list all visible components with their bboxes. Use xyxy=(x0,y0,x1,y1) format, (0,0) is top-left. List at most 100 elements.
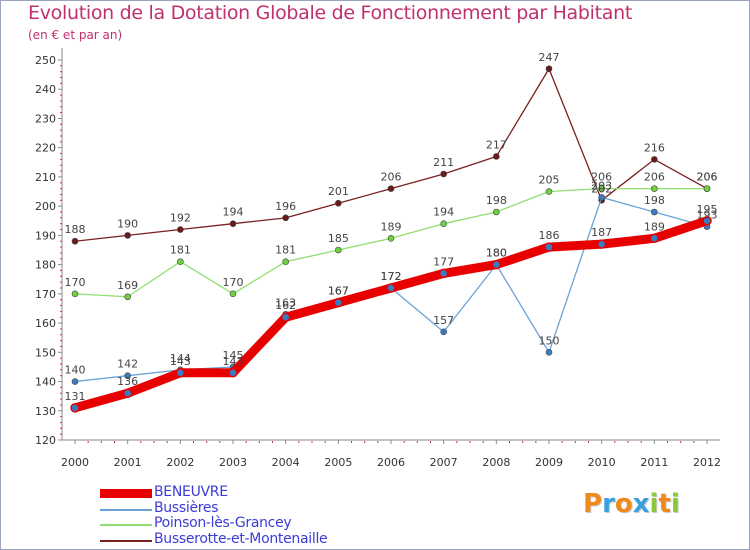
data-point xyxy=(333,297,344,308)
x-minor-tick xyxy=(574,441,576,443)
data-point xyxy=(229,290,237,298)
data-point xyxy=(71,290,79,298)
y-tick-label: 130 xyxy=(35,405,56,418)
x-minor-tick xyxy=(219,441,221,443)
data-point xyxy=(649,233,660,244)
data-label: 202 xyxy=(591,182,612,195)
y-tick-label: 240 xyxy=(35,83,56,96)
data-label: 157 xyxy=(433,314,454,327)
y-minor-tick xyxy=(60,77,62,79)
x-tick-label: 2012 xyxy=(693,456,721,469)
data-label: 206 xyxy=(591,171,612,184)
data-point xyxy=(440,170,447,178)
data-point xyxy=(229,220,237,227)
data-point xyxy=(493,153,500,160)
x-minor-tick xyxy=(588,441,589,443)
y-minor-tick xyxy=(60,416,62,418)
y-tick-label: 190 xyxy=(35,229,56,242)
data-label: 195 xyxy=(697,203,718,216)
x-tick-label: 2009 xyxy=(535,456,563,469)
data-point xyxy=(282,258,289,265)
x-minor-tick xyxy=(311,441,313,443)
y-tick-label: 200 xyxy=(35,200,56,213)
data-point xyxy=(544,242,554,252)
y-minor-tick xyxy=(60,199,62,201)
data-label: 143 xyxy=(223,355,244,368)
data-label: 198 xyxy=(486,194,507,207)
proxiti-logo: Proxiti xyxy=(583,489,680,519)
data-point xyxy=(122,388,133,398)
data-point xyxy=(598,194,605,201)
legend-swatch-busserotte xyxy=(100,539,152,542)
x-minor-tick xyxy=(364,441,366,443)
data-label: 189 xyxy=(381,220,402,233)
y-minor-tick xyxy=(60,299,62,301)
y-minor-tick xyxy=(60,94,62,96)
y-minor-tick xyxy=(60,106,62,108)
x-minor-tick xyxy=(535,441,537,443)
data-point xyxy=(596,239,607,249)
data-point xyxy=(598,185,605,192)
data-label: 190 xyxy=(117,217,138,230)
legend-swatch-beneuvre xyxy=(100,489,152,498)
y-minor-tick xyxy=(60,258,62,260)
data-label: 206 xyxy=(381,171,402,184)
y-minor-tick xyxy=(60,158,62,160)
x-tick-label: 2008 xyxy=(482,456,510,469)
legend-label-poinson: Poinson-lès-Grancey xyxy=(154,515,292,531)
x-tick-label: 2010 xyxy=(588,456,616,469)
x-minor-tick xyxy=(100,441,102,443)
y-minor-tick xyxy=(60,392,62,394)
x-minor-tick xyxy=(377,441,379,443)
data-label: 187 xyxy=(591,226,612,239)
data-label: 206 xyxy=(644,171,665,184)
x-minor-tick xyxy=(456,441,458,443)
y-minor-tick xyxy=(60,345,62,347)
y-minor-tick xyxy=(60,153,62,155)
data-label: 192 xyxy=(170,212,191,225)
y-minor-tick xyxy=(60,123,62,125)
chart-subtitle: (en € et par an) xyxy=(28,28,123,42)
x-minor-tick xyxy=(298,441,300,443)
data-point xyxy=(71,237,79,245)
data-point xyxy=(702,216,712,226)
data-label: 194 xyxy=(433,206,454,219)
data-label: 180 xyxy=(486,247,507,260)
data-point xyxy=(124,372,131,379)
x-minor-tick xyxy=(272,441,273,443)
x-minor-tick xyxy=(245,441,247,443)
data-point xyxy=(387,235,395,242)
y-minor-tick xyxy=(60,252,62,254)
logo-letter: r xyxy=(602,489,615,519)
x-minor-tick xyxy=(693,441,695,443)
data-label: 142 xyxy=(117,358,138,371)
data-label: 189 xyxy=(644,220,665,233)
y-minor-tick xyxy=(60,334,62,336)
x-minor-tick xyxy=(114,441,115,443)
x-minor-tick xyxy=(469,441,471,443)
data-point xyxy=(228,368,238,378)
data-label: 136 xyxy=(117,375,138,388)
y-minor-tick xyxy=(60,375,62,377)
data-point xyxy=(386,283,396,293)
y-tick-label: 210 xyxy=(35,171,56,184)
data-label: 170 xyxy=(223,276,244,289)
data-point xyxy=(124,293,131,301)
data-label: 205 xyxy=(539,174,560,187)
data-point xyxy=(545,188,553,195)
x-minor-tick xyxy=(430,441,431,443)
legend-swatch-bussieres xyxy=(100,508,152,511)
data-point xyxy=(545,349,553,356)
x-minor-tick xyxy=(87,441,89,443)
data-label: 194 xyxy=(223,206,244,219)
y-minor-tick xyxy=(60,340,62,342)
data-point xyxy=(280,312,291,322)
y-minor-tick xyxy=(60,129,62,131)
data-label: 131 xyxy=(65,390,86,403)
data-point xyxy=(124,232,131,239)
x-minor-tick xyxy=(667,441,668,443)
x-minor-tick xyxy=(324,441,326,443)
data-point xyxy=(177,226,184,233)
x-tick-label: 2000 xyxy=(61,456,89,469)
